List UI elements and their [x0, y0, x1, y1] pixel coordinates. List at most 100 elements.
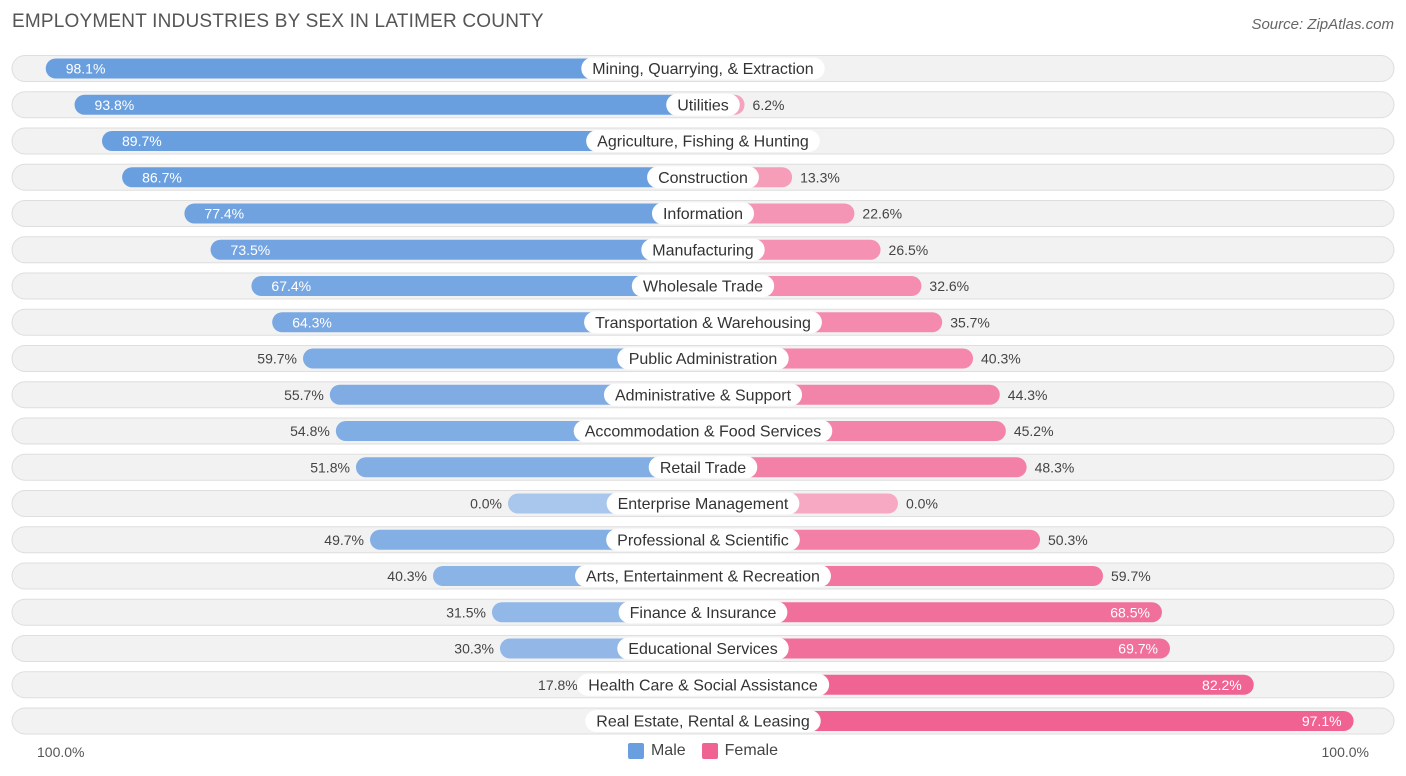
- category-label-pill: [647, 166, 759, 189]
- bar-row: 49.7% 50.3% Professional & Scientific: [11, 526, 1395, 554]
- male-bar: [74, 94, 704, 115]
- female-bar: [703, 602, 1162, 623]
- male-value-label: 51.8%: [310, 459, 350, 475]
- legend-label-male: Male: [650, 742, 686, 759]
- bar-row: 54.8% 45.2% Accommodation & Food Services: [11, 417, 1395, 445]
- category-label: Transportation & Warehousing: [595, 315, 811, 332]
- male-bar: [210, 239, 704, 260]
- female-value-label: 97.1%: [1302, 713, 1342, 729]
- male-bar: [303, 348, 703, 369]
- male-value-label: 0.0%: [470, 496, 502, 512]
- bar-row: 67.4% 32.6% Wholesale Trade: [11, 272, 1395, 300]
- category-label-pill: [618, 601, 788, 624]
- category-label: Finance & Insurance: [630, 605, 777, 622]
- category-label: Information: [663, 206, 743, 223]
- bar-row: 77.4% 22.6% Information: [11, 200, 1395, 227]
- category-label-pill: [606, 492, 800, 515]
- category-label-pill: [641, 238, 765, 261]
- female-value-label: 68.5%: [1110, 604, 1150, 620]
- female-bar: [703, 457, 1027, 478]
- bar-row: 98.1%1.9%Mining, Quarrying, & Extraction: [11, 55, 1395, 82]
- female-value-label: 0.0%: [906, 496, 938, 512]
- female-value-label: 6.2%: [753, 97, 785, 113]
- category-label-pill: [617, 347, 789, 370]
- category-label: Arts, Entertainment & Recreation: [586, 569, 820, 586]
- category-label-pill: [651, 202, 755, 225]
- axis-left-label: 100.0%: [37, 744, 85, 760]
- category-label-pill: [586, 130, 820, 152]
- chart-title: EMPLOYMENT INDUSTRIES BY SEX IN LATIMER …: [12, 11, 544, 32]
- category-label-pill: [617, 637, 789, 660]
- category-label-pill: [648, 456, 758, 479]
- male-value-label: 77.4%: [204, 206, 244, 222]
- category-label: Construction: [658, 170, 748, 187]
- bar-row: 31.5% 68.5% Finance & Insurance: [11, 598, 1395, 626]
- female-value-label: 69.7%: [1118, 641, 1158, 657]
- male-value-label: 40.3%: [387, 568, 427, 584]
- category-label: Utilities: [677, 97, 729, 114]
- female-value-label: 44.3%: [1008, 387, 1048, 403]
- male-bar: [122, 167, 704, 188]
- male-value-label: 55.7%: [284, 387, 324, 403]
- category-label-pill: [666, 93, 740, 116]
- legend-item-female[interactable]: Female: [701, 742, 778, 760]
- axis-right-label: 100.0%: [1321, 744, 1369, 760]
- category-label-pill: [576, 673, 830, 696]
- female-value-label: 32.6%: [929, 278, 969, 294]
- bar-row: 55.7% 44.3% Administrative & Support: [11, 381, 1395, 409]
- category-label: Accommodation & Food Services: [585, 424, 822, 441]
- male-value-label: 49.7%: [324, 532, 364, 548]
- male-value-label: 30.3%: [454, 641, 494, 657]
- male-value-label: 98.1%: [66, 61, 106, 77]
- male-bar: [355, 457, 703, 478]
- category-label: Retail Trade: [660, 460, 746, 477]
- legend-swatch-female: [701, 743, 718, 759]
- category-label-pill: [631, 275, 775, 297]
- bar-row: 64.3% 35.7% Transportation & Warehousing: [11, 308, 1395, 336]
- female-bar: [703, 674, 1254, 695]
- female-bar: [703, 711, 1354, 731]
- male-value-label: 64.3%: [292, 314, 332, 330]
- male-bar: [184, 203, 704, 224]
- category-label-pill: [585, 710, 821, 732]
- category-label-pill: [603, 383, 803, 406]
- category-label-pill: [581, 57, 825, 80]
- bar-row: 93.8% 6.2% Utilities: [11, 91, 1395, 119]
- male-value-label: 17.8%: [538, 677, 578, 693]
- female-value-label: 82.2%: [1202, 677, 1242, 693]
- legend-item-male[interactable]: Male: [627, 742, 686, 760]
- bar-row: 30.3% 69.7% Educational Services: [11, 635, 1395, 662]
- female-value-label: 35.7%: [950, 314, 990, 330]
- male-value-label: 89.7%: [122, 133, 162, 149]
- category-label: Wholesale Trade: [643, 279, 763, 296]
- bar-row: 59.7% 40.3% Public Administration: [11, 345, 1395, 372]
- female-value-label: 13.3%: [800, 169, 840, 185]
- female-value-label: 48.3%: [1035, 459, 1075, 475]
- male-value-label: 59.7%: [257, 351, 297, 367]
- legend-swatch-male: [627, 743, 644, 759]
- female-bar: [703, 638, 1170, 659]
- female-value-label: 50.3%: [1048, 532, 1088, 548]
- category-label: Mining, Quarrying, & Extraction: [592, 61, 813, 78]
- category-label: Health Care & Social Assistance: [588, 677, 818, 694]
- female-value-label: 59.7%: [1111, 568, 1151, 584]
- male-bar: [45, 58, 704, 79]
- female-value-label: 26.5%: [889, 242, 929, 258]
- category-label: Educational Services: [628, 641, 777, 658]
- category-label: Enterprise Management: [618, 496, 789, 513]
- male-bar: [251, 276, 704, 296]
- bar-row: 17.8% 82.2% Health Care & Social Assistanc…: [11, 671, 1395, 699]
- category-label: Public Administration: [629, 351, 778, 368]
- bar-row: 0.0% 0.0% Enterprise Management: [11, 490, 1395, 517]
- male-value-label: 67.4%: [271, 278, 311, 294]
- bar-row: 40.3% 59.7% Arts, Entertainment & Recreati…: [11, 562, 1395, 590]
- male-value-label: 86.7%: [142, 169, 182, 185]
- category-label: Manufacturing: [652, 242, 753, 259]
- bar-row: 73.5% 26.5% Manufacturing: [11, 236, 1395, 264]
- male-value-label: 31.5%: [446, 604, 486, 620]
- male-value-label: 73.5%: [231, 242, 271, 258]
- category-label-pill: [584, 311, 822, 334]
- category-label: Agriculture, Fishing & Hunting: [597, 134, 809, 151]
- legend: Male Female: [0, 742, 1406, 760]
- female-value-label: 40.3%: [981, 351, 1021, 367]
